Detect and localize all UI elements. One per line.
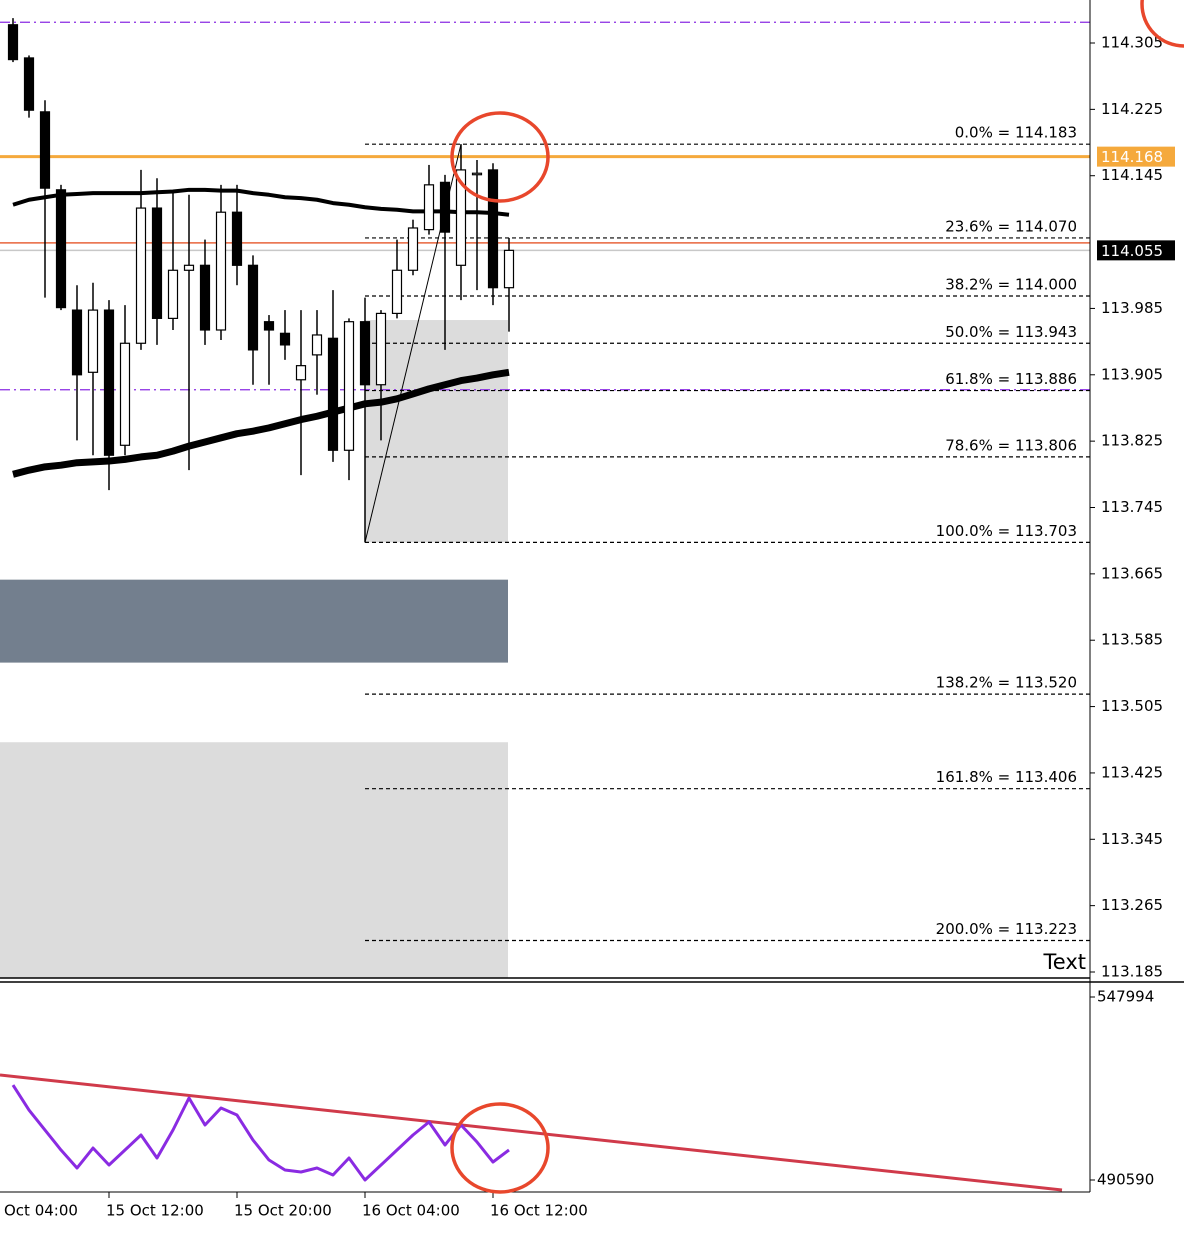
candle-body bbox=[343, 321, 355, 451]
x-tick-label: Oct 04:00 bbox=[4, 1202, 78, 1220]
y-tick-label: 113.505 bbox=[1101, 697, 1163, 715]
candle-body bbox=[119, 342, 131, 446]
y-tick-label: 113.345 bbox=[1101, 830, 1163, 848]
highlight-circle bbox=[1140, 0, 1184, 48]
x-tick-label: 15 Oct 20:00 bbox=[234, 1202, 332, 1220]
candle-body bbox=[103, 309, 115, 456]
fib-label: 0.0% = 114.183 bbox=[955, 124, 1077, 142]
fib-label: 200.0% = 113.223 bbox=[936, 920, 1077, 938]
annotation: Text bbox=[1043, 950, 1086, 974]
candle-body bbox=[279, 332, 291, 346]
y-tick-label: 490590 bbox=[1097, 1171, 1154, 1189]
candle-body bbox=[151, 207, 163, 319]
price-label: 114.055 bbox=[1101, 242, 1163, 260]
candle-body bbox=[375, 312, 387, 386]
y-tick-label: 114.225 bbox=[1101, 100, 1163, 118]
y-tick-label: 113.745 bbox=[1101, 498, 1163, 516]
candle-body bbox=[71, 309, 83, 376]
highlight-circle bbox=[450, 1102, 550, 1194]
x-tick-label: 15 Oct 12:00 bbox=[106, 1202, 204, 1220]
fib-label: 100.0% = 113.703 bbox=[936, 522, 1077, 540]
indicator-plot bbox=[0, 1073, 1063, 1192]
candle-body bbox=[311, 334, 323, 356]
candle-body bbox=[167, 269, 179, 319]
x-tick-label: 16 Oct 04:00 bbox=[362, 1202, 460, 1220]
y-tick-label: 113.425 bbox=[1101, 763, 1163, 781]
trendline bbox=[0, 1073, 1063, 1192]
fib-label: 61.8% = 113.886 bbox=[945, 370, 1077, 388]
candle-body bbox=[359, 321, 371, 386]
candle-body bbox=[199, 264, 211, 331]
candle-body bbox=[439, 181, 451, 233]
candle-body bbox=[183, 264, 195, 271]
y-tick-label: 114.305 bbox=[1101, 34, 1163, 52]
y-tick-label: 113.185 bbox=[1101, 963, 1163, 981]
candle-body bbox=[407, 227, 419, 271]
zone bbox=[0, 579, 508, 663]
candle-body bbox=[471, 172, 483, 176]
moving-average bbox=[12, 368, 510, 478]
zone bbox=[0, 742, 508, 978]
candle-body bbox=[487, 169, 499, 289]
y-tick-label: 113.985 bbox=[1101, 299, 1163, 317]
y-tick-label: 114.145 bbox=[1101, 166, 1163, 184]
candle-body bbox=[23, 57, 35, 111]
candle-body bbox=[39, 111, 51, 189]
x-tick-label: 16 Oct 12:00 bbox=[490, 1202, 588, 1220]
y-tick-label: 547994 bbox=[1097, 988, 1154, 1006]
candle-body bbox=[135, 207, 147, 344]
candle-body bbox=[327, 337, 339, 451]
zone bbox=[365, 320, 508, 543]
y-tick-label: 113.265 bbox=[1101, 896, 1163, 914]
indicator-line bbox=[11, 1084, 510, 1182]
highlight-circle bbox=[450, 111, 550, 203]
price-label: 114.168 bbox=[1101, 148, 1163, 166]
fib-label: 23.6% = 114.070 bbox=[945, 217, 1077, 235]
y-tick-label: 113.825 bbox=[1101, 432, 1163, 450]
candle-body bbox=[247, 264, 259, 351]
candle-body bbox=[215, 211, 227, 331]
candle-body bbox=[455, 169, 467, 266]
fib-label: 50.0% = 113.943 bbox=[945, 323, 1077, 341]
candle-body bbox=[87, 309, 99, 373]
candle-body bbox=[295, 365, 307, 381]
price-label-box bbox=[1097, 240, 1175, 261]
y-tick-label: 113.585 bbox=[1101, 631, 1163, 649]
candle-body bbox=[231, 211, 243, 266]
price-label-box bbox=[1097, 146, 1175, 167]
candle-body bbox=[503, 249, 515, 289]
candle-body bbox=[7, 24, 19, 61]
candle-body bbox=[263, 321, 275, 331]
candle-body bbox=[391, 269, 403, 315]
main-plot: 0.0% = 114.183 23.6% = 114.070 38.2% = 114… bbox=[0, 18, 1090, 978]
fib-label: 138.2% = 113.520 bbox=[936, 674, 1077, 692]
candle-body bbox=[55, 189, 67, 309]
fib-label: 38.2% = 114.000 bbox=[945, 275, 1077, 293]
fib-label: 161.8% = 113.406 bbox=[936, 768, 1077, 786]
fib-label: 78.6% = 113.806 bbox=[945, 436, 1077, 454]
y-tick-label: 113.905 bbox=[1101, 365, 1163, 383]
candle-body bbox=[423, 184, 435, 231]
y-tick-label: 113.665 bbox=[1101, 564, 1163, 582]
